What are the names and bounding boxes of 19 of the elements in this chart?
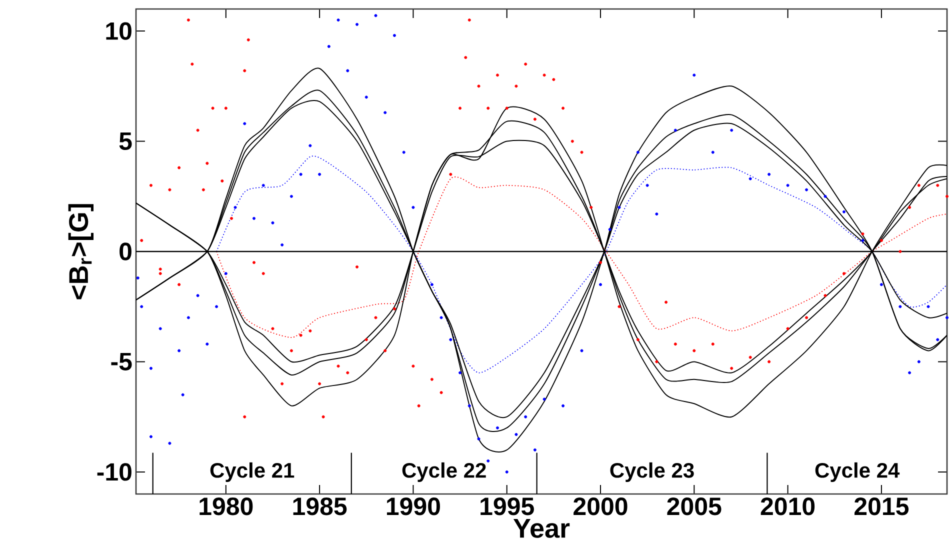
annotation: Cycle 24 [815,462,900,482]
y-tick-label: 10 [106,22,132,40]
y-axis-title: <B$_{r}$>[G] [68,204,94,300]
y-tick-label: 5 [119,132,132,150]
x-axis-title: Year [513,519,570,538]
x-tick-label: 1985 [293,498,347,516]
x-tick-label: 2000 [574,498,628,516]
annotation: Cycle 22 [402,462,486,482]
x-tick-label: 1990 [386,498,440,516]
annotation: Cycle 23 [610,462,694,482]
y-tick-label: 0 [120,242,132,260]
y-tick-label: -10 [97,463,132,481]
x-tick-label: 1980 [200,498,253,516]
x-tick-label: 1995 [480,498,534,516]
x-tick-label: 2010 [760,498,815,516]
x-tick-label: 2005 [667,498,722,516]
x-tick-label: 2015 [854,498,909,516]
annotation: Cycle 21 [210,462,294,482]
y-tick-label: -5 [111,353,132,370]
